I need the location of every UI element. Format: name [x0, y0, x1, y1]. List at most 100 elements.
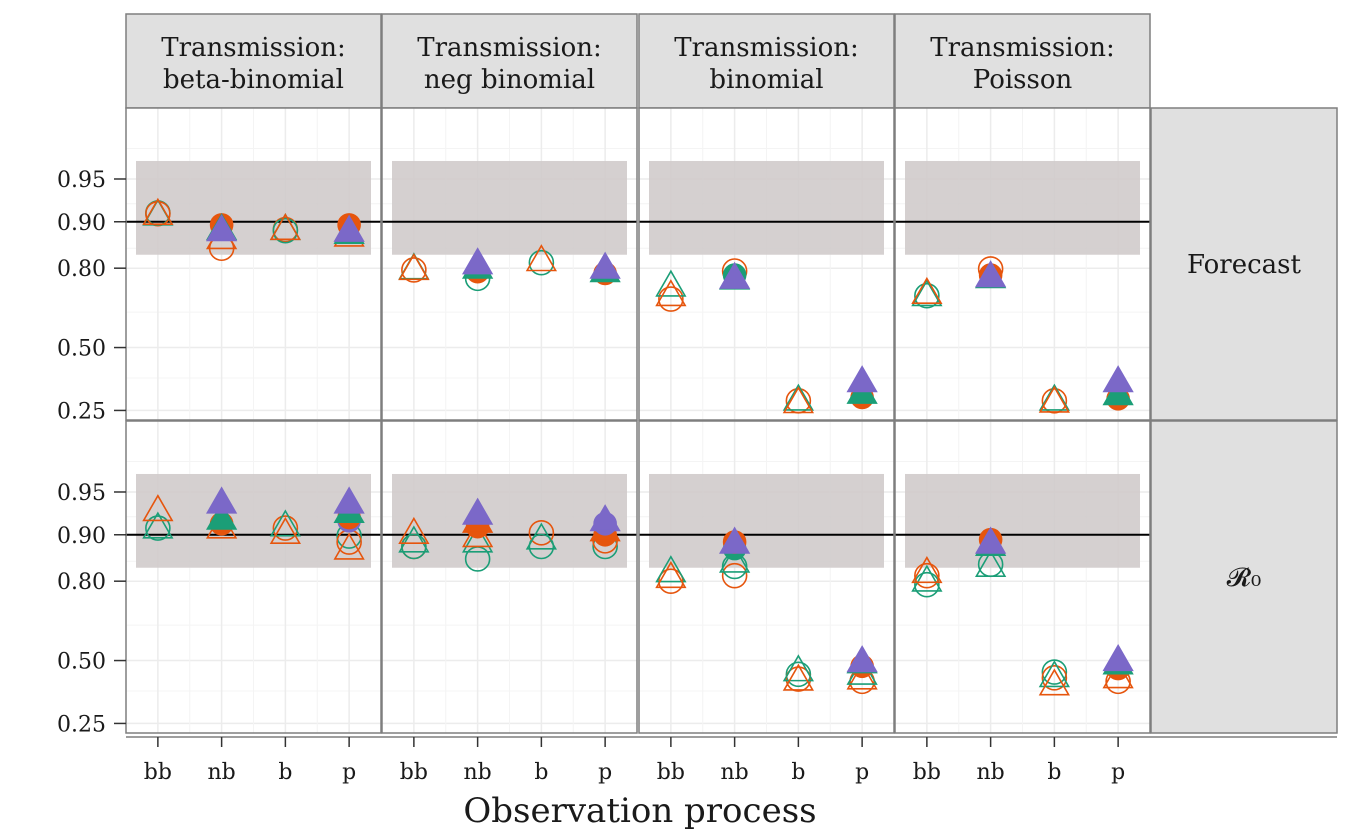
data-point-circle	[914, 282, 940, 309]
data-point-triangle	[142, 197, 174, 225]
data-point-triangle	[782, 654, 815, 682]
reference-band	[649, 160, 884, 255]
panel	[125, 107, 382, 421]
data-point-triangle	[974, 260, 1007, 288]
x-axis: bb nb b p	[657, 737, 869, 785]
data-point-circle	[272, 217, 299, 244]
strip-label-line1: Transmission:	[161, 33, 346, 63]
x-tick-label: p	[1111, 760, 1125, 785]
strip-label-line1: Transmission:	[674, 33, 859, 63]
reference-band	[905, 473, 1140, 568]
data-point-circle	[1041, 659, 1068, 685]
x-tick-label: p	[598, 760, 612, 785]
data-point-triangle	[269, 212, 302, 241]
x-tick-label: b	[791, 760, 805, 785]
x-axis: bb nb b p	[913, 737, 1125, 785]
row-strips: Forecast 𝓡₀	[1150, 107, 1338, 734]
reference-band	[392, 160, 627, 255]
x-axis-labels: bb nb b p bb nb b p bb nb b p bb nb b p	[126, 736, 1337, 785]
data-point-triangle	[718, 261, 751, 289]
plot-panels	[125, 107, 1151, 734]
data-point-circle	[272, 515, 299, 541]
x-tick-label: b	[278, 760, 292, 785]
x-tick-label: nb	[720, 760, 748, 785]
column-strips: Transmission:beta-binomialTransmission:n…	[125, 13, 1151, 109]
y-tick-label: 0.95	[57, 481, 106, 506]
data-point-circle	[658, 286, 684, 312]
data-point-triangle	[269, 516, 302, 545]
panel	[894, 107, 1151, 421]
data-point-triangle	[846, 662, 878, 690]
strip-background	[1150, 420, 1338, 734]
data-point-triangle	[1038, 668, 1071, 696]
data-point-triangle	[782, 663, 815, 691]
panel-border	[894, 420, 1151, 734]
data-point-triangle	[398, 516, 430, 545]
data-point-circle	[528, 520, 555, 546]
x-tick-label: b	[534, 760, 548, 785]
data-point-triangle	[718, 545, 751, 573]
data-point-triangle	[655, 555, 687, 583]
x-tick-label: nb	[976, 760, 1004, 785]
data-point-triangle	[333, 214, 365, 242]
data-point-triangle	[461, 525, 494, 553]
panel-border	[381, 107, 638, 421]
row-strip: Forecast	[1150, 107, 1338, 421]
data-point-triangle	[142, 494, 174, 522]
y-tick-label: 0.80	[57, 257, 106, 282]
data-point-circle	[914, 571, 940, 598]
x-axis: bb nb b p	[400, 737, 612, 785]
data-point-triangle	[333, 532, 365, 560]
x-tick-label: bb	[657, 760, 685, 785]
x-axis-title: Observation process	[463, 791, 816, 831]
data-point-triangle	[655, 560, 687, 589]
data-point-circle	[721, 562, 748, 589]
data-point-circle	[785, 661, 812, 688]
column-strip: Transmission:neg binomial	[381, 13, 638, 109]
data-point-triangle	[974, 526, 1007, 554]
data-point-triangle	[1102, 643, 1134, 672]
data-point-triangle	[655, 279, 687, 307]
data-point-circle	[914, 562, 940, 589]
data-point-triangle	[205, 214, 238, 242]
data-point-circle	[1041, 665, 1068, 691]
column-strip: Transmission:beta-binomial	[125, 13, 382, 109]
x-tick-label: nb	[207, 760, 235, 785]
data-point-triangle	[269, 509, 302, 537]
data-point-triangle	[1038, 383, 1071, 411]
strip-background	[638, 13, 895, 109]
data-point-triangle	[205, 502, 238, 530]
reference-band	[905, 160, 1140, 255]
x-axis: bb nb b p	[144, 737, 356, 785]
column-strip: Transmission:binomial	[638, 13, 895, 109]
data-point-triangle	[333, 486, 365, 514]
strip-label-line2: beta-binomial	[163, 65, 344, 95]
x-tick-label: bb	[144, 760, 172, 785]
data-point-triangle	[974, 549, 1007, 578]
panel	[125, 420, 382, 734]
y-tick-label: 0.80	[57, 570, 106, 595]
data-point-triangle	[142, 511, 174, 539]
panel	[381, 420, 638, 734]
panel-border	[638, 420, 895, 734]
data-point-triangle	[846, 365, 878, 393]
data-point-circle	[145, 515, 171, 541]
panel	[381, 107, 638, 421]
data-point-triangle	[911, 276, 943, 305]
data-point-circle	[528, 249, 555, 276]
y-axis: 0.25 0.50 0.80 0.90 0.95	[57, 168, 126, 424]
data-point-triangle	[846, 645, 878, 673]
data-point-triangle	[911, 564, 943, 592]
reference-band	[649, 473, 884, 568]
strip-background	[125, 13, 382, 109]
data-point-triangle	[589, 251, 621, 279]
strip-background	[894, 13, 1151, 109]
reference-band	[392, 473, 627, 568]
y-axis-labels: 0.25 0.50 0.80 0.90 0.95 0.25 0.50 0.80 0.90 0.95	[57, 168, 126, 737]
column-strip: Transmission:Poisson	[894, 13, 1151, 109]
panel	[638, 107, 895, 421]
data-point-triangle	[461, 497, 494, 525]
data-point-triangle	[1102, 365, 1134, 393]
data-point-triangle	[398, 253, 430, 281]
